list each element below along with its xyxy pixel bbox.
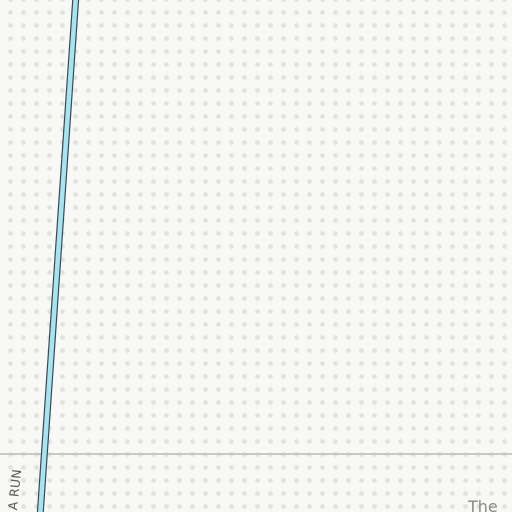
place-label: The: [468, 497, 498, 512]
road-fill[interactable]: [38, 0, 78, 512]
